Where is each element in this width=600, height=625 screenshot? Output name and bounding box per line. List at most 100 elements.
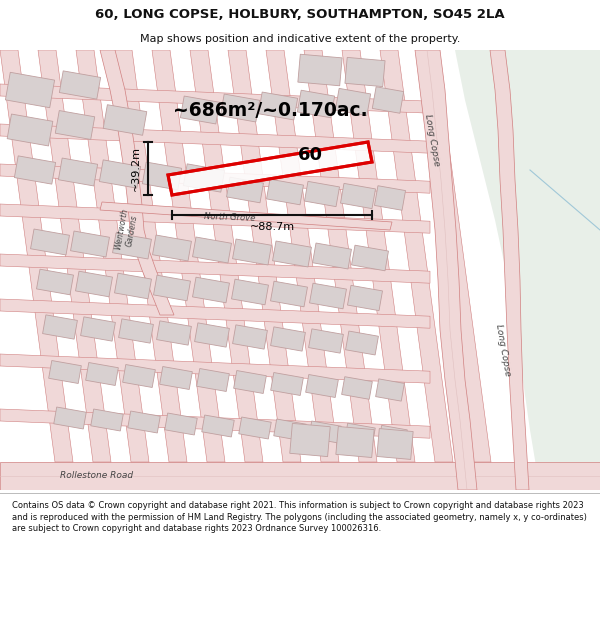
- Polygon shape: [342, 50, 415, 462]
- Polygon shape: [91, 409, 123, 431]
- Polygon shape: [71, 231, 109, 257]
- Polygon shape: [346, 331, 379, 355]
- Polygon shape: [154, 275, 190, 301]
- Polygon shape: [233, 239, 271, 265]
- Text: Contains OS data © Crown copyright and database right 2021. This information is : Contains OS data © Crown copyright and d…: [12, 501, 587, 533]
- Polygon shape: [80, 317, 115, 341]
- Polygon shape: [347, 286, 382, 311]
- Polygon shape: [0, 84, 430, 113]
- Polygon shape: [122, 364, 155, 388]
- Polygon shape: [37, 269, 73, 295]
- Polygon shape: [5, 72, 55, 107]
- Text: 60: 60: [298, 146, 323, 164]
- Polygon shape: [259, 92, 298, 120]
- Polygon shape: [335, 88, 371, 116]
- Polygon shape: [345, 423, 375, 445]
- Polygon shape: [49, 361, 82, 384]
- Polygon shape: [341, 183, 376, 209]
- Polygon shape: [418, 50, 491, 462]
- Polygon shape: [374, 186, 406, 210]
- Polygon shape: [239, 417, 271, 439]
- Text: ~39.2m: ~39.2m: [131, 146, 141, 191]
- Polygon shape: [352, 245, 388, 271]
- Polygon shape: [233, 325, 268, 349]
- Polygon shape: [76, 271, 112, 297]
- Polygon shape: [345, 58, 385, 87]
- Polygon shape: [128, 411, 160, 433]
- Polygon shape: [193, 237, 232, 263]
- Polygon shape: [114, 50, 187, 462]
- Polygon shape: [7, 114, 53, 146]
- Polygon shape: [168, 142, 372, 195]
- Polygon shape: [376, 379, 404, 401]
- Polygon shape: [160, 366, 193, 389]
- Text: Long Copse: Long Copse: [423, 113, 441, 167]
- Polygon shape: [0, 124, 430, 153]
- Polygon shape: [190, 50, 263, 462]
- Polygon shape: [313, 243, 352, 269]
- Polygon shape: [304, 50, 377, 462]
- Polygon shape: [220, 94, 260, 122]
- Polygon shape: [59, 71, 101, 99]
- Polygon shape: [228, 50, 301, 462]
- Text: North Grove: North Grove: [204, 212, 256, 222]
- Polygon shape: [227, 177, 263, 202]
- Polygon shape: [54, 407, 86, 429]
- Text: ~686m²/~0.170ac.: ~686m²/~0.170ac.: [173, 101, 367, 119]
- Polygon shape: [233, 371, 266, 394]
- Polygon shape: [194, 323, 229, 347]
- Polygon shape: [0, 204, 430, 233]
- Polygon shape: [310, 283, 346, 309]
- Polygon shape: [232, 279, 268, 305]
- Polygon shape: [193, 278, 229, 302]
- Polygon shape: [103, 105, 147, 135]
- Polygon shape: [290, 423, 330, 457]
- Polygon shape: [0, 462, 600, 490]
- Polygon shape: [76, 50, 149, 462]
- Polygon shape: [271, 281, 307, 307]
- Polygon shape: [142, 162, 182, 190]
- Polygon shape: [336, 426, 374, 458]
- Polygon shape: [113, 233, 151, 259]
- Polygon shape: [14, 156, 56, 184]
- Polygon shape: [309, 421, 341, 443]
- Polygon shape: [379, 426, 407, 447]
- Polygon shape: [165, 413, 197, 435]
- Polygon shape: [305, 374, 338, 398]
- Polygon shape: [43, 315, 77, 339]
- Polygon shape: [58, 158, 98, 186]
- Polygon shape: [0, 299, 430, 328]
- Polygon shape: [119, 319, 154, 343]
- Polygon shape: [0, 164, 430, 193]
- Polygon shape: [0, 354, 430, 383]
- Polygon shape: [271, 327, 305, 351]
- Polygon shape: [115, 273, 151, 299]
- Polygon shape: [341, 377, 373, 399]
- Polygon shape: [373, 87, 404, 113]
- Polygon shape: [184, 164, 224, 192]
- Polygon shape: [271, 372, 304, 396]
- Polygon shape: [274, 419, 306, 441]
- Text: Long Copse: Long Copse: [494, 323, 512, 377]
- Polygon shape: [202, 415, 234, 437]
- Polygon shape: [86, 362, 118, 386]
- Polygon shape: [100, 202, 392, 230]
- Polygon shape: [0, 409, 430, 438]
- Polygon shape: [455, 50, 600, 490]
- Polygon shape: [305, 181, 340, 207]
- Text: Rollestone Road: Rollestone Road: [60, 471, 133, 481]
- Polygon shape: [55, 111, 95, 139]
- Text: ~88.7m: ~88.7m: [250, 222, 295, 232]
- Polygon shape: [100, 50, 174, 315]
- Polygon shape: [197, 369, 229, 391]
- Polygon shape: [31, 229, 70, 255]
- Polygon shape: [415, 50, 477, 490]
- Polygon shape: [181, 96, 220, 124]
- Polygon shape: [308, 329, 343, 353]
- Polygon shape: [157, 321, 191, 345]
- Polygon shape: [0, 254, 430, 283]
- Polygon shape: [266, 179, 304, 205]
- Polygon shape: [272, 241, 311, 267]
- Polygon shape: [490, 50, 529, 490]
- Polygon shape: [298, 54, 342, 86]
